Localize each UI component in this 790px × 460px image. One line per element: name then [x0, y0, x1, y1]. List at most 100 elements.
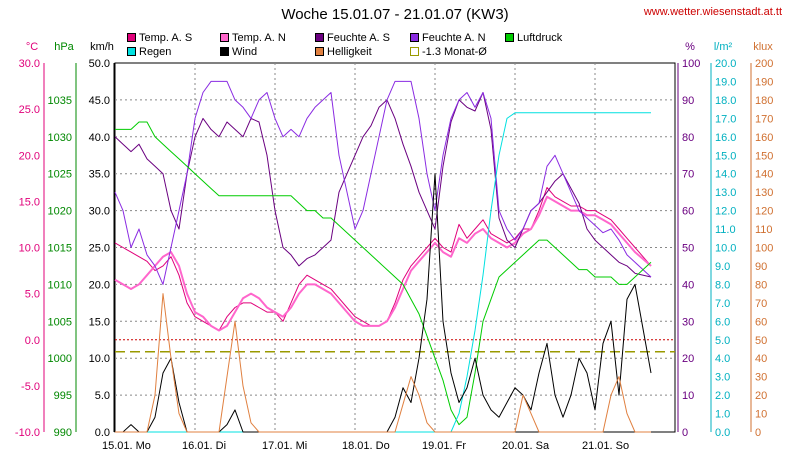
legend-swatch [127, 33, 136, 42]
humidity-tick-label: 40 [682, 279, 694, 291]
rain-tick-label: 18.0 [715, 95, 736, 107]
wind-tick-label: 25.0 [89, 243, 110, 255]
pressure-unit-label: hPa [54, 41, 74, 53]
humidity-tick-label: 0 [682, 427, 688, 439]
day-label: 20.01. Sa [502, 440, 550, 452]
legend-item: Helligkeit [315, 46, 372, 58]
temp-tick-label: 30.0 [19, 58, 40, 70]
light-tick-label: 140 [755, 169, 773, 181]
rain-tick-label: 4.0 [715, 353, 730, 365]
light-tick-label: 130 [755, 187, 773, 199]
pressure-tick-label: 1000 [48, 353, 72, 365]
series-regen [115, 112, 651, 433]
legend-item: Regen [127, 46, 171, 58]
light-tick-label: 120 [755, 206, 773, 218]
series-feuchte-a-n [114, 80, 652, 285]
rain-tick-label: 17.0 [715, 113, 736, 125]
humidity-tick-label: 20 [682, 353, 694, 365]
legend-item: Temp. A. N [220, 32, 286, 44]
chart-title: Woche 15.01.07 - 21.01.07 (KW3) [281, 6, 509, 23]
source-link[interactable]: www.wetter.wiesenstadt.at.tt [643, 6, 782, 18]
light-tick-label: 190 [755, 76, 773, 88]
light-tick-label: 160 [755, 132, 773, 144]
day-label: 19.01. Fr [422, 440, 466, 452]
humidity-tick-label: 60 [682, 206, 694, 218]
day-label: 17.01. Mi [262, 440, 307, 452]
light-tick-label: 10 [755, 409, 767, 421]
legend-label: Luftdruck [517, 32, 563, 44]
wind-tick-label: 35.0 [89, 169, 110, 181]
pressure-tick-label: 1030 [48, 132, 72, 144]
day-label: 21.01. So [582, 440, 629, 452]
legend-swatch [220, 47, 229, 56]
wind-tick-label: 20.0 [89, 279, 110, 291]
light-tick-label: 40 [755, 353, 767, 365]
rain-tick-label: 7.0 [715, 298, 730, 310]
light-tick-label: 60 [755, 316, 767, 328]
day-label: 16.01. Di [182, 440, 226, 452]
pressure-tick-label: 995 [54, 390, 72, 402]
wind-tick-label: 50.0 [89, 58, 110, 70]
rain-tick-label: 8.0 [715, 279, 730, 291]
legend-swatch [220, 33, 229, 42]
temp-tick-label: 15.0 [19, 196, 40, 208]
wind-tick-label: 5.0 [95, 390, 110, 402]
series-temp-a-n [114, 195, 652, 332]
legend-label: Temp. A. S [139, 32, 193, 44]
light-tick-label: 180 [755, 95, 773, 107]
rain-tick-label: 3.0 [715, 372, 730, 384]
temp-tick-label: 0.0 [25, 335, 40, 347]
wind-tick-label: 0.0 [95, 427, 110, 439]
legend-item: Luftdruck [505, 32, 562, 44]
rain-tick-label: 10.0 [715, 243, 736, 255]
legend-swatch [410, 33, 419, 42]
humidity-unit-label: % [685, 41, 695, 53]
light-tick-label: 170 [755, 113, 773, 125]
temp-tick-label: 10.0 [19, 243, 40, 255]
legend-swatch [315, 47, 324, 56]
rain-tick-label: 19.0 [715, 76, 736, 88]
legend-swatch [505, 33, 514, 42]
pressure-tick-label: 990 [54, 427, 72, 439]
legend-label: Feuchte A. N [422, 32, 486, 44]
humidity-tick-label: 30 [682, 316, 694, 328]
light-tick-label: 200 [755, 58, 773, 70]
light-tick-label: 150 [755, 150, 773, 162]
temp-tick-label: 25.0 [19, 104, 40, 116]
temp-tick-label: -5.0 [21, 381, 40, 393]
light-tick-label: 90 [755, 261, 767, 273]
light-tick-label: 50 [755, 335, 767, 347]
rain-unit-label: l/m² [714, 41, 733, 53]
rain-tick-label: 6.0 [715, 316, 730, 328]
rain-tick-label: 0.0 [715, 427, 730, 439]
light-unit-label: klux [753, 41, 773, 53]
series-helligkeit [115, 293, 651, 433]
legend-label: Feuchte A. S [327, 32, 390, 44]
wind-tick-label: 40.0 [89, 132, 110, 144]
legend-item: Wind [220, 46, 257, 58]
wind-tick-label: 15.0 [89, 316, 110, 328]
pressure-tick-label: 1020 [48, 206, 72, 218]
pressure-tick-label: 1015 [48, 243, 72, 255]
day-label: 15.01. Mo [102, 440, 151, 452]
legend-item: Temp. A. S [127, 32, 192, 44]
wind-tick-label: 10.0 [89, 353, 110, 365]
legend-item: Feuchte A. N [410, 32, 486, 44]
series-feuchte-a-s [114, 92, 652, 278]
temp-tick-label: 20.0 [19, 150, 40, 162]
rain-tick-label: 11.0 [715, 224, 736, 236]
legend-item: Feuchte A. S [315, 32, 390, 44]
rain-tick-label: 5.0 [715, 335, 730, 347]
series-luftdruck [115, 121, 652, 426]
pressure-tick-label: 1005 [48, 316, 72, 328]
rain-tick-label: 13.0 [715, 187, 736, 199]
light-tick-label: 100 [755, 243, 773, 255]
wind-unit-label: km/h [90, 41, 114, 53]
humidity-tick-label: 50 [682, 243, 694, 255]
legend-label: -1.3 Monat-Ø [422, 46, 487, 58]
humidity-tick-label: 90 [682, 95, 694, 107]
rain-tick-label: 9.0 [715, 261, 730, 273]
light-tick-label: 0 [755, 427, 761, 439]
rain-tick-label: 20.0 [715, 58, 736, 70]
